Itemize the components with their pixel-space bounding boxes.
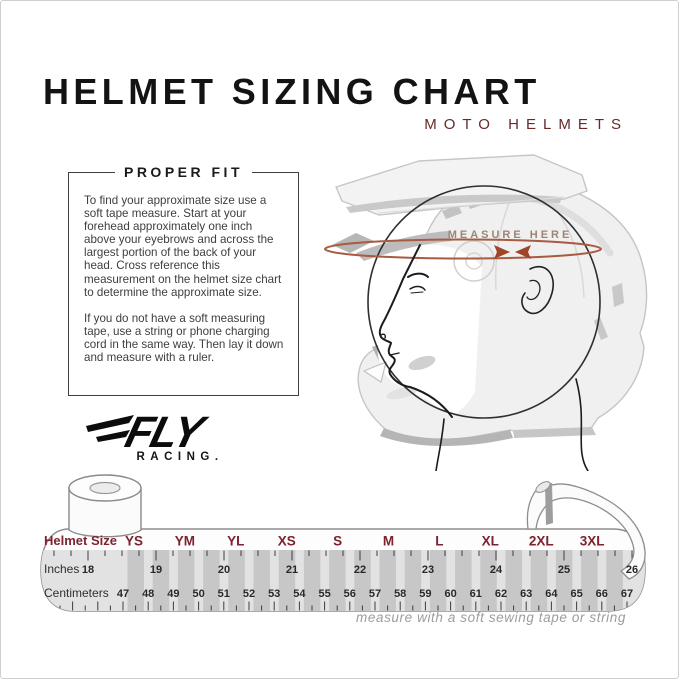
tape-stripe: [555, 550, 573, 611]
cm-value: 53: [268, 588, 280, 600]
tape-stripe: [228, 550, 245, 611]
head-outline: [367, 185, 601, 419]
measure-arrow-right-icon: [494, 245, 510, 259]
cm-value: 67: [621, 588, 633, 600]
tape-stripe: [455, 550, 472, 611]
inch-value: 25: [558, 564, 570, 576]
racing-logo-text: RACING.: [136, 451, 223, 463]
tape-stripe: [177, 550, 195, 611]
measure-arrow-left-icon: [515, 245, 531, 259]
size-label: YS: [125, 534, 143, 549]
size-label: XL: [482, 534, 499, 549]
proper-fit-paragraph-1: To find your approximate size use a soft…: [84, 194, 282, 299]
tape-note: measure with a soft sewing tape or strin…: [356, 610, 626, 625]
cm-value: 66: [596, 588, 608, 600]
tape-stripe: [354, 550, 371, 611]
cm-value: 56: [344, 588, 356, 600]
cm-value: 57: [369, 588, 381, 600]
row-header-inches: Inches: [44, 562, 79, 576]
tape-stripe: [480, 550, 497, 611]
tape-stripe: [152, 550, 170, 611]
tape-stripe: [530, 550, 548, 611]
cm-value: 48: [142, 588, 154, 600]
cm-value: 61: [470, 588, 482, 600]
tape-stripe: [581, 550, 598, 611]
cm-value: 58: [394, 588, 406, 600]
face-profile: [378, 244, 589, 471]
measure-ellipse: [324, 238, 602, 260]
tape-stripe: [429, 550, 447, 611]
tape-stripe: [127, 550, 144, 611]
cm-value: 64: [545, 588, 558, 600]
proper-fit-heading-row: PROPER FIT: [68, 164, 299, 182]
row-header-centimeters: Centimeters: [44, 586, 109, 600]
tape-curl: [526, 481, 646, 580]
size-label: YM: [175, 534, 195, 549]
size-label: 3XL: [580, 534, 605, 549]
cm-value: 47: [117, 588, 129, 600]
page-title: HELMET SIZING CHART: [43, 71, 541, 112]
size-label: XS: [278, 534, 296, 549]
size-label: M: [383, 534, 394, 549]
tape-stripe: [303, 550, 321, 611]
tape-stripe: [606, 550, 623, 611]
measuring-tape-chart: Helmet Size Inches Centimeters YS YM YL XS S…: [40, 474, 646, 612]
proper-fit-paragraph-2: If you do not have a soft measuring tape…: [84, 311, 284, 365]
proper-fit-heading: PROPER FIT: [114, 164, 252, 180]
cm-value: 55: [318, 588, 330, 600]
tape-stripe: [253, 550, 270, 611]
inch-value: 20: [218, 564, 230, 576]
cm-value: 52: [243, 588, 255, 600]
tape-ruler-marks: [41, 550, 645, 611]
tape-stripe: [278, 550, 296, 611]
tape-labels: Helmet Size Inches Centimeters YS YM YL XS S…: [44, 533, 638, 600]
inch-value: 19: [150, 564, 162, 576]
tape-stripe: [203, 550, 220, 611]
tape-stripe: [379, 550, 396, 611]
cm-value: 60: [444, 588, 456, 600]
tape-stripe: [329, 550, 346, 611]
inch-value: 24: [490, 564, 503, 576]
fly-logo-mark: FLY: [86, 409, 213, 457]
size-label: L: [435, 534, 443, 549]
page-subtitle: MOTO HELMETS: [424, 116, 628, 133]
tape-stripe: [404, 550, 422, 611]
fly-racing-logo: FLY RACING.: [86, 409, 223, 463]
measure-here-label: MEASURE HERE: [448, 229, 573, 241]
cm-value: 62: [495, 588, 507, 600]
row-header-helmet-size: Helmet Size: [44, 533, 117, 548]
tape-roll: [68, 474, 142, 538]
face-area: [377, 244, 482, 417]
cm-value: 54: [293, 588, 306, 600]
cm-value: 63: [520, 588, 532, 600]
helmet-measure-diagram: MEASURE HERE: [324, 154, 648, 471]
tape-stripe: [505, 550, 522, 611]
inch-value: 26: [626, 564, 638, 576]
fly-logo-text: FLY: [121, 409, 213, 457]
cm-value: 49: [167, 588, 179, 600]
cm-value: 50: [192, 588, 204, 600]
size-label: S: [333, 534, 342, 549]
inch-value: 21: [286, 564, 298, 576]
proper-fit-text: To find your approximate size use a soft…: [84, 194, 285, 377]
size-label: YL: [227, 534, 244, 549]
size-label: 2XL: [529, 534, 554, 549]
cm-value: 51: [218, 588, 230, 600]
inch-value: 23: [422, 564, 434, 576]
inch-value: 22: [354, 564, 366, 576]
cm-value: 65: [570, 588, 582, 600]
ear: [521, 266, 554, 315]
cm-value: 59: [419, 588, 431, 600]
inch-value: 18: [82, 564, 94, 576]
